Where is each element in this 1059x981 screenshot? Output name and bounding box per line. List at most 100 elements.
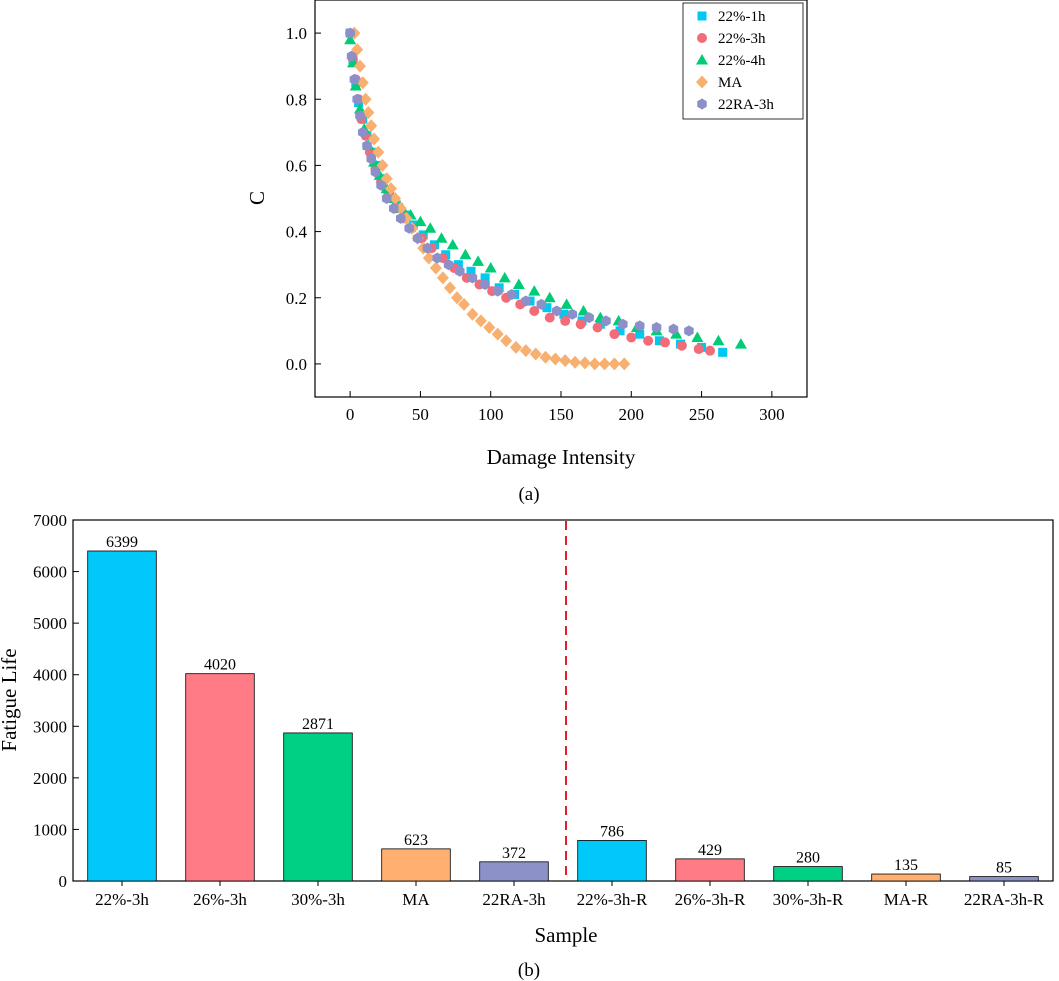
- bar-value-label: 85: [996, 860, 1012, 877]
- data-point: [510, 340, 523, 354]
- legend-label: 22RA-3h: [718, 97, 774, 113]
- category-label: 30%-3h: [291, 890, 345, 909]
- data-point: [615, 326, 625, 336]
- data-point: [422, 251, 435, 265]
- data-point: [705, 345, 716, 356]
- legend-marker-22%-1h: [697, 11, 707, 21]
- data-point: [435, 232, 448, 243]
- scatter-x-axis-title: Damage Intensity: [487, 445, 636, 469]
- data-point: [634, 320, 645, 332]
- bar-panel-b: 0 1000 2000 3000 4000 5000 6000 7000 6399 22%-3h…: [0, 511, 1054, 981]
- category-label: MA-R: [884, 890, 929, 909]
- data-point: [560, 298, 573, 309]
- data-point: [359, 92, 372, 106]
- y-tick-label: 0.0: [286, 355, 307, 374]
- data-point: [422, 242, 433, 254]
- data-point: [353, 103, 366, 114]
- data-point: [668, 323, 679, 335]
- data-point: [559, 309, 569, 319]
- data-point: [569, 355, 582, 369]
- x-tick-label: 200: [619, 405, 645, 424]
- data-point: [376, 158, 389, 172]
- data-point: [618, 318, 628, 330]
- y-tick-label: 0: [59, 872, 68, 891]
- data-point: [370, 166, 381, 178]
- scatter-panel-a: 0 50 100 150 200 250 300 0.0 0.2 0.4 0.6 0.8 1.0 22…: [245, 0, 808, 505]
- data-point: [536, 298, 547, 310]
- data-point: [584, 312, 594, 324]
- bar-value-label: 135: [894, 857, 918, 874]
- y-tick-label: 2000: [33, 769, 67, 788]
- x-tick-label: 300: [759, 405, 785, 424]
- y-tick-label: 1.0: [286, 24, 307, 43]
- bar-26%-3h: [185, 673, 255, 882]
- legend-label: 22%-1h: [718, 9, 766, 25]
- bar-22RA-3h: [479, 861, 549, 882]
- bar-value-label: 786: [600, 823, 624, 840]
- data-point: [372, 145, 385, 159]
- bar-26%-3h-R: [675, 858, 745, 882]
- data-point: [529, 305, 540, 316]
- data-point: [358, 126, 368, 138]
- y-tick-label: 0.8: [286, 90, 307, 109]
- data-point: [458, 297, 471, 311]
- data-point: [356, 76, 369, 90]
- panel-label-b: (b): [518, 960, 540, 981]
- data-point: [414, 215, 427, 227]
- data-point: [345, 27, 355, 39]
- x-tick-label: 250: [689, 405, 715, 424]
- data-point: [608, 357, 621, 371]
- bars: 6399 22%-3h 4020 26%-3h 2871 30%-3h 623 MA 372 22…: [87, 534, 1045, 909]
- data-point: [352, 93, 362, 105]
- data-point: [560, 315, 571, 326]
- data-point: [693, 344, 704, 355]
- data-point: [467, 272, 478, 284]
- bar-22%-3h: [87, 550, 157, 882]
- data-point: [635, 329, 645, 339]
- data-point: [480, 279, 490, 291]
- data-point: [592, 322, 603, 333]
- data-point: [519, 344, 532, 358]
- category-label: 22%-3h: [95, 890, 149, 909]
- scatter-legend: 22%-1h 22%-3h 22%-4h MA 22RA-3h: [682, 2, 804, 120]
- y-tick-label: 4000: [33, 666, 67, 685]
- data-point: [388, 202, 399, 214]
- bar-y-axis-title: Fatigue Life: [0, 648, 21, 751]
- legend-marker-22%-4h: [696, 54, 708, 65]
- bar-22%-3h-R: [577, 840, 647, 882]
- bar-value-label: 280: [796, 850, 820, 867]
- bar-value-label: 429: [698, 842, 722, 859]
- scatter-y-axis-title: C: [245, 191, 269, 205]
- legend-label: 22%-4h: [718, 53, 766, 69]
- bar-plot-frame: [72, 519, 1054, 882]
- data-point: [474, 314, 487, 328]
- x-tick-label: 100: [478, 405, 504, 424]
- data-point: [436, 271, 449, 285]
- data-point: [734, 338, 747, 349]
- data-point: [521, 295, 531, 307]
- data-point: [618, 357, 631, 371]
- bar-22RA-3h-R: [969, 876, 1039, 882]
- bar-30%-3h: [283, 732, 353, 882]
- data-point: [529, 347, 542, 361]
- data-point: [424, 222, 437, 233]
- panel-label-a: (a): [518, 484, 539, 505]
- data-point: [588, 357, 601, 371]
- data-point: [394, 201, 407, 215]
- data-point: [601, 315, 611, 327]
- data-point: [480, 273, 490, 283]
- data-point: [355, 110, 365, 122]
- category-label: 22RA-3h: [482, 890, 546, 909]
- legend-marker-MA: [696, 75, 708, 89]
- data-point: [512, 278, 525, 290]
- legend-marker-22%-3h: [697, 33, 707, 43]
- scatter-x-ticks: 0 50 100 150 200 250 300: [346, 391, 785, 424]
- y-tick-label: 3000: [33, 717, 67, 736]
- data-point: [466, 266, 476, 276]
- data-point: [389, 192, 402, 205]
- data-point: [654, 336, 664, 346]
- data-point: [651, 322, 662, 334]
- y-tick-label: 0.6: [286, 156, 307, 175]
- bar-MA-R: [871, 873, 941, 882]
